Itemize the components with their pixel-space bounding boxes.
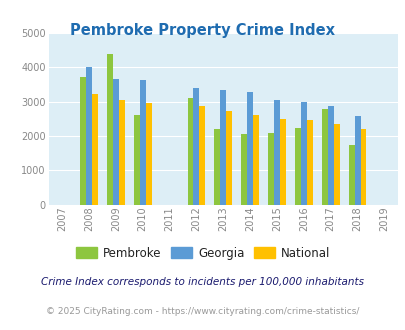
Bar xyxy=(354,116,360,205)
Bar xyxy=(267,133,273,205)
Bar xyxy=(321,109,327,205)
Bar xyxy=(241,134,247,205)
Bar xyxy=(327,106,333,205)
Bar xyxy=(107,53,113,205)
Bar xyxy=(214,129,220,205)
Bar xyxy=(294,128,300,205)
Bar xyxy=(113,79,119,205)
Bar xyxy=(134,115,139,205)
Bar xyxy=(300,102,306,205)
Bar xyxy=(247,92,252,205)
Bar xyxy=(306,120,312,205)
Bar xyxy=(193,88,199,205)
Text: © 2025 CityRating.com - https://www.cityrating.com/crime-statistics/: © 2025 CityRating.com - https://www.city… xyxy=(46,307,359,315)
Text: Crime Index corresponds to incidents per 100,000 inhabitants: Crime Index corresponds to incidents per… xyxy=(41,278,364,287)
Bar xyxy=(226,111,232,205)
Bar xyxy=(273,100,279,205)
Bar xyxy=(187,98,193,205)
Bar xyxy=(220,90,226,205)
Bar xyxy=(139,80,145,205)
Bar xyxy=(333,124,339,205)
Bar xyxy=(92,94,98,205)
Bar xyxy=(348,145,354,205)
Bar xyxy=(360,129,366,205)
Bar xyxy=(252,115,258,205)
Bar xyxy=(279,119,285,205)
Bar xyxy=(199,106,205,205)
Bar xyxy=(80,77,86,205)
Bar xyxy=(145,103,151,205)
Text: Pembroke Property Crime Index: Pembroke Property Crime Index xyxy=(70,23,335,38)
Bar xyxy=(119,100,124,205)
Bar xyxy=(86,67,92,205)
Legend: Pembroke, Georgia, National: Pembroke, Georgia, National xyxy=(71,242,334,264)
